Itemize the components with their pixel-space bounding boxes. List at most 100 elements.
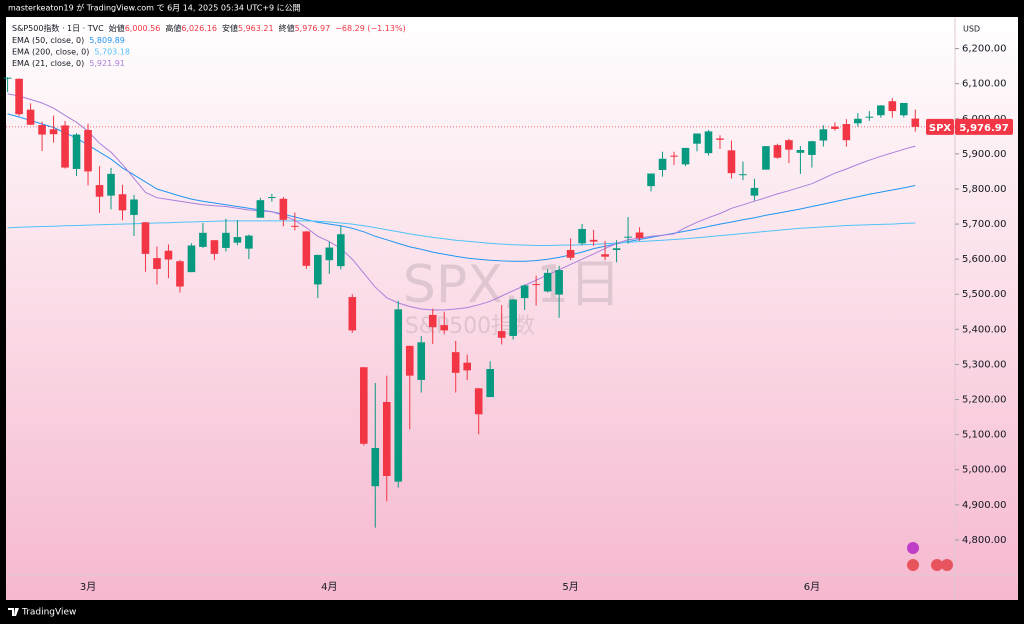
candle-body (210, 240, 219, 254)
candle-body (704, 131, 713, 154)
y-tick-label: 5,100.00 (962, 430, 1007, 441)
candle-body (72, 134, 81, 169)
y-tick-label: 5,000.00 (962, 465, 1007, 476)
candle-body (635, 232, 644, 239)
indicator-legend: EMA (200, close, 0) 5,703.18 (12, 47, 130, 56)
candle-body (911, 118, 920, 127)
candle-body (348, 297, 357, 331)
candle-body (164, 250, 173, 260)
indicator-name: EMA (50, close, 0) (12, 36, 84, 45)
candle-body (394, 309, 403, 482)
candle-body (578, 228, 586, 244)
event-icon (907, 542, 919, 554)
y-tick-label: 5,800.00 (962, 184, 1007, 195)
candle-body (291, 225, 299, 227)
ohlc-value: 5,963.21 (238, 24, 274, 33)
indicator-value: 5,703.18 (94, 47, 130, 56)
candle-body (199, 232, 207, 247)
candle-body (693, 133, 701, 144)
symbol-tag (926, 118, 954, 135)
candle-body (842, 124, 851, 141)
brand: TradingView (21, 608, 76, 618)
candle-body (337, 234, 345, 267)
candle-body (38, 125, 46, 135)
publisher: masterkeaton19 が TradingView.com で 6月 14… (8, 3, 301, 13)
ema-line (7, 220, 916, 246)
candle-body (566, 250, 575, 258)
candle-body (624, 236, 632, 238)
candle-body (359, 367, 368, 444)
candle-body (877, 105, 885, 116)
y-tick-label: 5,300.00 (962, 359, 1007, 370)
candle-body (84, 130, 92, 172)
candle-body (865, 116, 874, 118)
candle-body (739, 174, 747, 176)
candle-body (314, 254, 322, 285)
candle-body (187, 245, 196, 273)
candle-body (256, 200, 265, 218)
candle-body (681, 147, 690, 165)
candle-body (26, 109, 35, 125)
legend: S&P500指数 · 1日 · TVC 始値6,000.56 高値6,026.16 安… (12, 23, 406, 68)
candle-body (497, 331, 506, 338)
candle-body (405, 345, 414, 376)
candle-body (428, 314, 437, 328)
candle-body (176, 261, 184, 287)
indicator-legend: EMA (21, close, 0) 5,921.91 (12, 59, 125, 68)
y-tick-label: 5,900.00 (962, 149, 1007, 160)
candle-body (417, 342, 426, 380)
y-tick-label: 6,100.00 (962, 79, 1007, 90)
last-price-label: 5,976.97 (959, 123, 1008, 134)
ema-line (7, 93, 916, 311)
y-tick-label: 5,700.00 (962, 219, 1007, 230)
candle-body (325, 247, 334, 261)
candle-body (520, 285, 529, 299)
ohlc-name: 安値 (222, 23, 238, 33)
candle-body (762, 146, 770, 170)
candle-body (61, 125, 69, 168)
ema-line (7, 113, 916, 262)
y-tick-label: 4,800.00 (962, 535, 1007, 546)
legend-title: S&P500指数 · 1日 · TVC 始値6,000.56 高値6,026.16 安… (12, 23, 406, 33)
candle-body (854, 118, 862, 124)
candle-body (371, 447, 380, 487)
y-tick-label: 5,400.00 (962, 324, 1007, 335)
candle-body (888, 101, 897, 112)
candle-body (107, 173, 115, 196)
x-tick-label: 3月 (80, 581, 96, 593)
candle-body (658, 158, 667, 171)
candle-body (716, 138, 724, 140)
flag-icon (941, 559, 953, 571)
candle-body (486, 368, 494, 398)
candle-body (532, 284, 540, 286)
candle-body (670, 155, 678, 157)
candle-body (647, 173, 655, 187)
ohlc-name: 高値 (165, 23, 181, 33)
x-tick-label: 4月 (321, 581, 337, 593)
brand-logo (8, 608, 19, 616)
candle-body (773, 145, 782, 158)
y-tick-label: 6,200.00 (962, 44, 1007, 55)
indicator-legend: EMA (50, close, 0) 5,809.89 (12, 36, 125, 45)
candle-body (543, 272, 552, 292)
candle-body (750, 187, 759, 196)
y-tick-label: 5,200.00 (962, 395, 1007, 406)
candle-body (727, 150, 736, 174)
x-tick-label: 5月 (562, 581, 578, 593)
candle-body (440, 325, 449, 331)
candle-body (302, 231, 311, 266)
indicator-name: EMA (200, close, 0) (12, 47, 89, 56)
candle-body (222, 232, 230, 248)
candle-body (785, 140, 793, 150)
candle-body (382, 401, 391, 477)
candle-body (233, 237, 242, 243)
symbol-name: S&P500指数 · 1日 · TVC (12, 23, 104, 33)
candle-body (831, 126, 839, 129)
y-tick-label: 4,900.00 (962, 500, 1007, 511)
candle-body (49, 129, 58, 135)
candle-body (808, 141, 816, 155)
candle-body (130, 199, 138, 215)
candle-body (589, 239, 598, 242)
